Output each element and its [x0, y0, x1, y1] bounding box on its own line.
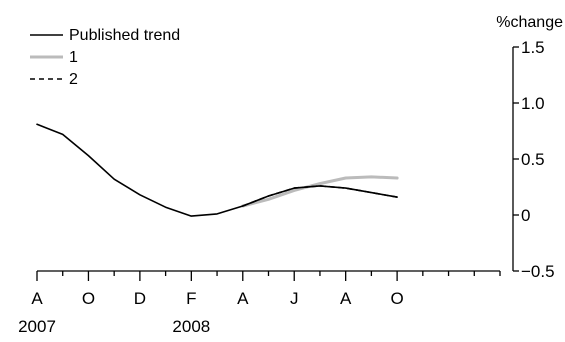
y-tick-label: −0.5 — [521, 262, 555, 281]
x-tick-label: A — [340, 289, 352, 308]
x-tick-label: A — [237, 289, 249, 308]
y-tick-label: 1.0 — [521, 94, 545, 113]
x-tick-year-label: 2008 — [172, 317, 210, 336]
series-line-published-trend — [36, 123, 398, 217]
y-axis-label: %change — [496, 14, 563, 31]
x-tick-label: J — [290, 289, 299, 308]
y-tick-label: 0 — [521, 206, 530, 225]
y-tick-label: 0.5 — [521, 150, 545, 169]
x-tick-label: F — [186, 289, 196, 308]
y-tick-label: 1.5 — [521, 38, 545, 57]
series-line-1 — [241, 175, 399, 208]
legend-label-1: 1 — [69, 49, 78, 66]
legend: Published trend 1 2 — [30, 27, 180, 88]
x-tick-label: O — [390, 289, 403, 308]
x-tick-label: A — [31, 289, 43, 308]
x-tick-year-label: 2007 — [18, 317, 56, 336]
legend-label-2: 2 — [69, 71, 78, 88]
x-tick-label: D — [134, 289, 146, 308]
legend-label-published-trend: Published trend — [69, 27, 180, 44]
x-tick-label: O — [82, 289, 95, 308]
x-ticks: A 2007 O D F 2008 A J A O — [18, 271, 501, 336]
series-group — [36, 123, 399, 217]
series-line-2 — [242, 185, 398, 207]
y-ticks: −0.5 0 0.5 1.0 1.5 — [513, 38, 555, 281]
